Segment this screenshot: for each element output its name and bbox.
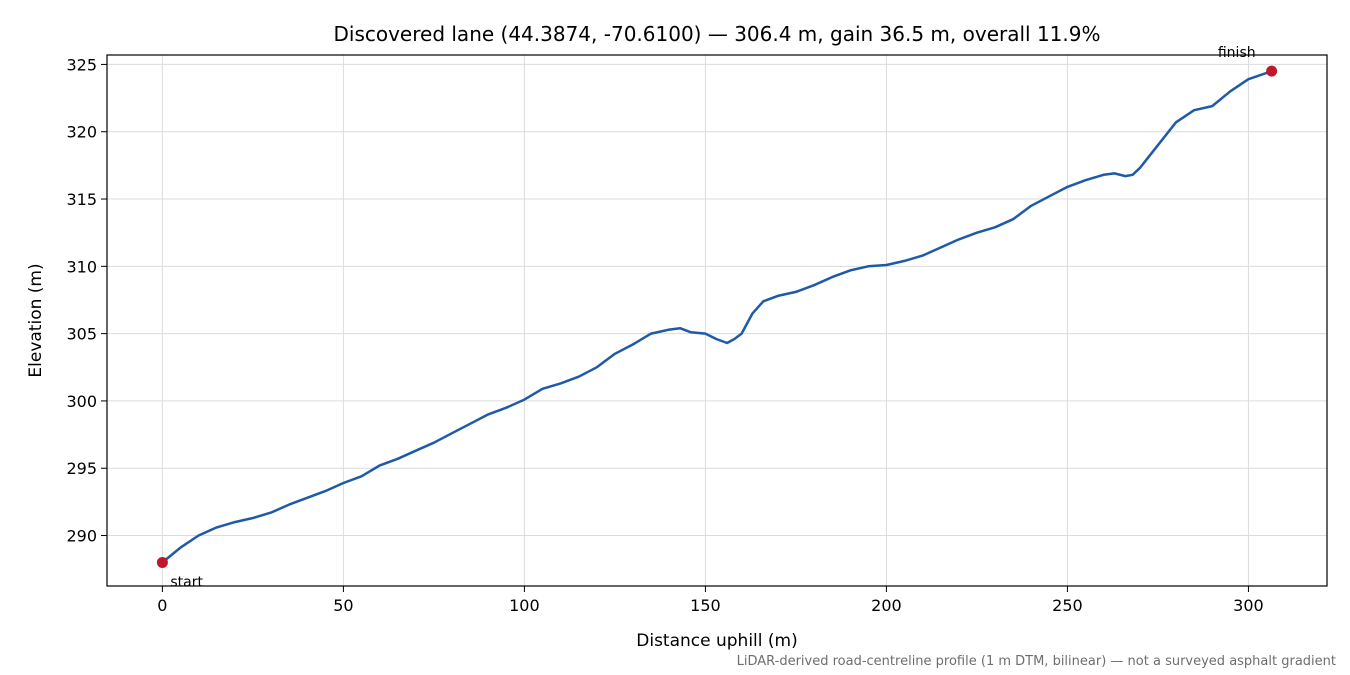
y-tick-label: 295 — [66, 459, 97, 478]
y-tick-label: 305 — [66, 325, 97, 344]
finish-marker — [1266, 65, 1278, 77]
x-tick-label: 250 — [1052, 596, 1083, 615]
x-tick-label: 0 — [157, 596, 167, 615]
y-tick-label: 325 — [66, 55, 97, 74]
x-tick-label: 200 — [871, 596, 902, 615]
x-tick-label: 300 — [1233, 596, 1264, 615]
plot-line-layer: start finish — [156, 45, 1278, 590]
grid — [107, 55, 1327, 586]
elevation-series-line — [161, 69, 1273, 564]
y-axis-label: Elevation (m) — [26, 263, 46, 377]
x-axis-label: Distance uphill (m) — [636, 631, 797, 651]
y-tick-label: 320 — [66, 123, 97, 142]
x-tick-label: 100 — [509, 596, 540, 615]
y-tick-label: 310 — [66, 257, 97, 276]
start-marker — [156, 556, 168, 568]
y-tick-label: 300 — [66, 392, 97, 411]
footnote: LiDAR-derived road-centreline profile (1… — [737, 654, 1336, 669]
x-tick-label: 150 — [690, 596, 721, 615]
finish-label: finish — [1218, 45, 1256, 61]
y-tick-label: 290 — [66, 527, 97, 546]
start-label: start — [170, 574, 203, 590]
chart-title: Discovered lane (44.3874, -70.6100) — 30… — [333, 22, 1100, 46]
plot-frame — [106, 54, 1328, 587]
x-tick-label: 50 — [333, 596, 353, 615]
y-tick-label: 315 — [66, 190, 97, 209]
axis-ticks: 0 50 100 150 200 250 300 290 295 300 305 310 315 320 3… — [66, 55, 1263, 615]
